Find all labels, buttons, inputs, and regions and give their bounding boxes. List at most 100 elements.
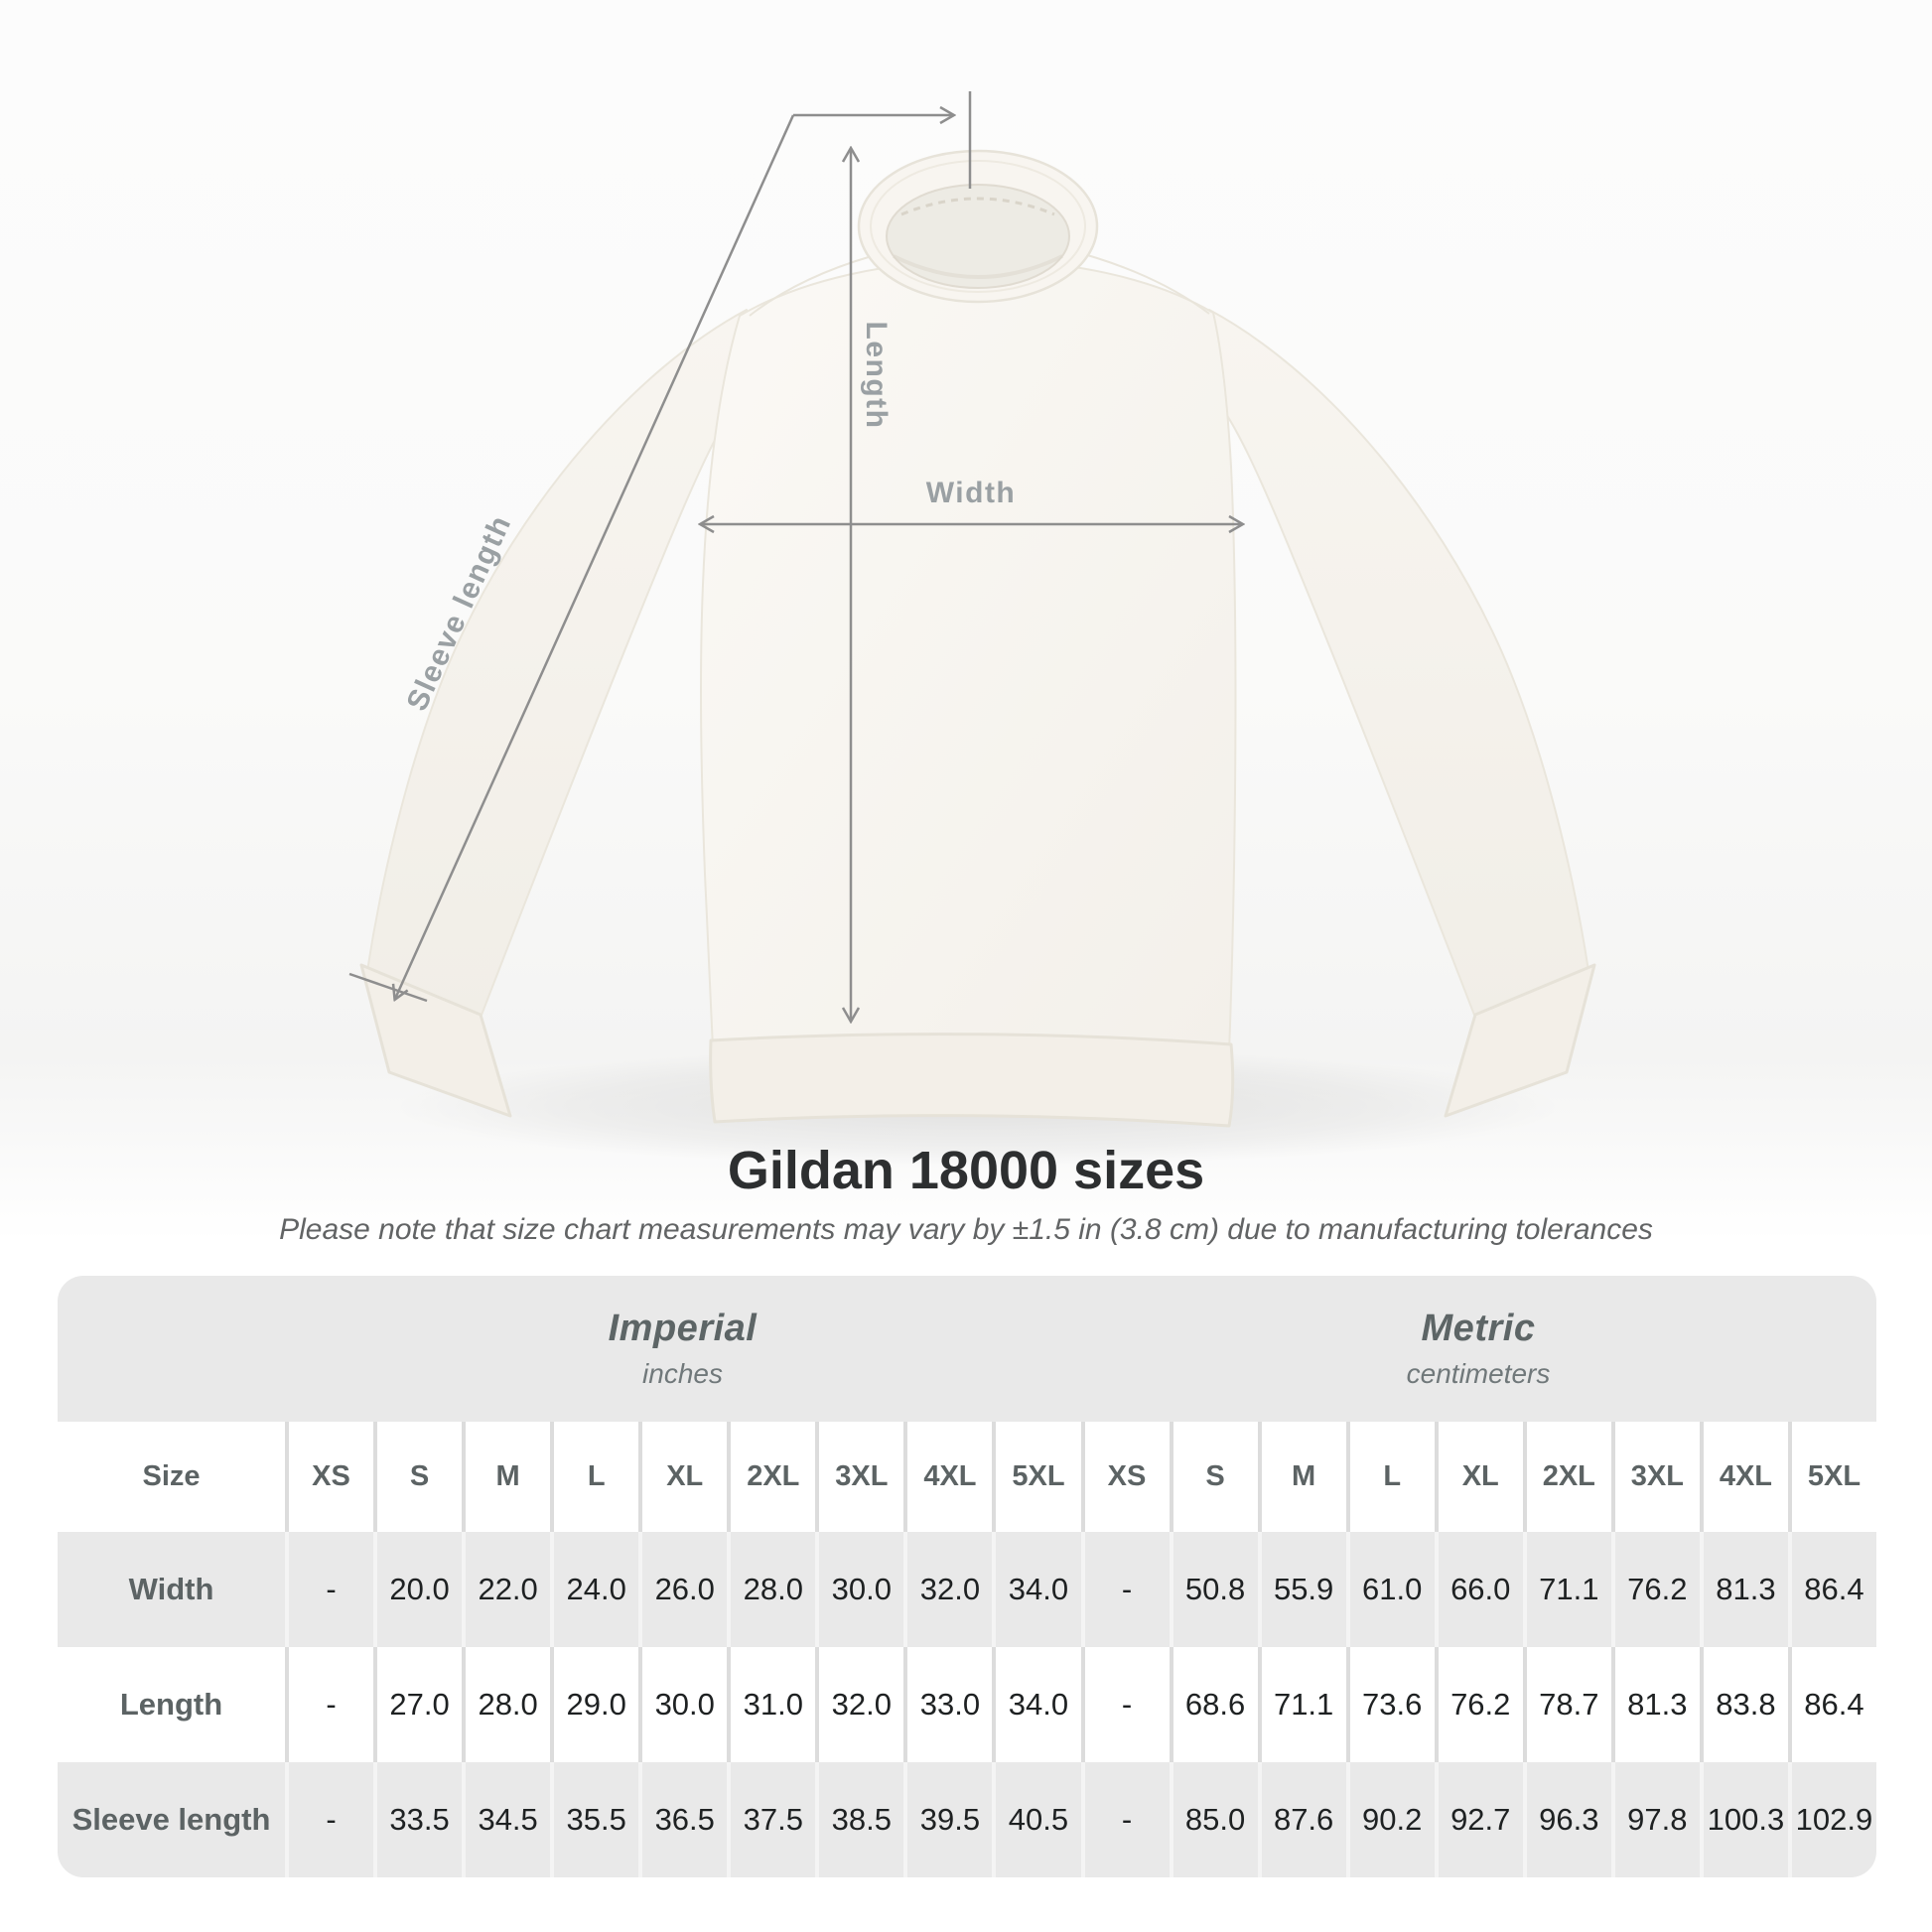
table-cell: 36.5 <box>638 1762 727 1877</box>
row-label: Width <box>128 1572 214 1606</box>
table-cell: - <box>1080 1532 1170 1647</box>
table-cell: 28.0 <box>462 1647 550 1762</box>
table-cell: 92.7 <box>1434 1762 1523 1877</box>
metric-title: Metric <box>1421 1308 1536 1349</box>
imperial-unit: inches <box>642 1358 723 1389</box>
table-cell: 33.5 <box>373 1762 462 1877</box>
imperial-title: Imperial <box>608 1308 758 1349</box>
row-label: Sleeve length <box>71 1802 271 1837</box>
table-cell: - <box>1080 1762 1170 1877</box>
tolerance-note: Please note that size chart measurements… <box>279 1213 1653 1246</box>
sleeve-bottom-tick <box>348 972 428 1003</box>
col-header: XS <box>1080 1422 1170 1532</box>
table-cell: 100.3 <box>1699 1762 1788 1877</box>
row-label: Length <box>119 1687 223 1722</box>
table-cell: 38.5 <box>815 1762 903 1877</box>
sweatshirt-graphic <box>359 149 1596 1128</box>
table-cell: 102.9 <box>1787 1762 1876 1877</box>
right-cuff <box>1444 963 1596 1118</box>
table-cell: 68.6 <box>1169 1647 1258 1762</box>
collar-stitch <box>900 197 1055 216</box>
table-cell: 71.1 <box>1522 1532 1611 1647</box>
table-cell: 76.2 <box>1434 1647 1523 1762</box>
table-cell: - <box>285 1532 373 1647</box>
col-header: XL <box>638 1422 727 1532</box>
table-cell: 86.4 <box>1787 1647 1876 1762</box>
table-cell: 33.0 <box>903 1647 992 1762</box>
right-shoulder-seam <box>1083 253 1210 315</box>
table-cell: - <box>1080 1647 1170 1762</box>
col-header: M <box>462 1422 550 1532</box>
waistband <box>709 1033 1235 1128</box>
table-cell: 26.0 <box>638 1532 727 1647</box>
table-cell: 22.0 <box>462 1532 550 1647</box>
size-header-row: Size XS S M L XL 2XL 3XL 4XL 5XL XS S M … <box>58 1422 1876 1532</box>
table-cell: 83.8 <box>1699 1647 1788 1762</box>
table-cell: 24.0 <box>550 1532 638 1647</box>
col-header: 3XL <box>815 1422 903 1532</box>
table-cell: 86.4 <box>1787 1532 1876 1647</box>
col-header: 5XL <box>992 1422 1080 1532</box>
table-cell: 37.5 <box>727 1762 815 1877</box>
table-row-sleeve-length: Sleeve length - 33.5 34.5 35.5 36.5 37.5… <box>58 1762 1876 1877</box>
table-row-width: Width - 20.0 22.0 24.0 26.0 28.0 30.0 32… <box>58 1532 1876 1647</box>
sleeve-diagonal-line <box>395 114 795 999</box>
table-cell: 90.2 <box>1345 1762 1435 1877</box>
col-header: 2XL <box>1522 1422 1611 1532</box>
col-header: XS <box>285 1422 373 1532</box>
col-header: 3XL <box>1610 1422 1700 1532</box>
metric-group-header: Metric centimeters <box>1080 1276 1876 1422</box>
body <box>699 259 1237 1053</box>
table-cell: 78.7 <box>1522 1647 1611 1762</box>
table-cell: 76.2 <box>1610 1532 1700 1647</box>
table-cell: 32.0 <box>903 1532 992 1647</box>
table-cell: 66.0 <box>1434 1532 1523 1647</box>
table-cell: 87.6 <box>1257 1762 1346 1877</box>
table-cell: 61.0 <box>1345 1532 1435 1647</box>
table-cell: - <box>285 1762 373 1877</box>
right-sleeve <box>1208 309 1589 1024</box>
sweatshirt-diagram: Length Width Sleeve length <box>0 0 1932 1241</box>
table-cell: 81.3 <box>1610 1647 1700 1762</box>
table-cell: 31.0 <box>727 1647 815 1762</box>
table-cell: 20.0 <box>373 1532 462 1647</box>
table-cell: 73.6 <box>1345 1647 1435 1762</box>
table-cell: 35.5 <box>550 1762 638 1877</box>
col-header: L <box>1345 1422 1435 1532</box>
product-photo: Length Width Sleeve length <box>0 0 1932 1241</box>
page-title: Gildan 18000 sizes <box>727 1141 1205 1200</box>
table-cell: 55.9 <box>1257 1532 1346 1647</box>
col-header: 4XL <box>1699 1422 1788 1532</box>
collar-opening <box>886 184 1070 289</box>
table-cell: 81.3 <box>1699 1532 1788 1647</box>
table-cell: 34.0 <box>992 1532 1080 1647</box>
table-cell: 30.0 <box>815 1532 903 1647</box>
width-label: Width <box>926 477 1017 509</box>
table-cell: 85.0 <box>1169 1762 1258 1877</box>
col-header: M <box>1257 1422 1346 1532</box>
imperial-group-header: Imperial inches <box>285 1276 1080 1422</box>
size-header: Size <box>142 1460 201 1492</box>
table-cell: 96.3 <box>1522 1762 1611 1877</box>
table-cell: 34.5 <box>462 1762 550 1877</box>
table-cell: 28.0 <box>727 1532 815 1647</box>
collar-inner-shadow <box>893 254 1063 279</box>
table-cell: 71.1 <box>1257 1647 1346 1762</box>
table-cell: 32.0 <box>815 1647 903 1762</box>
table-cell: 27.0 <box>373 1647 462 1762</box>
metric-unit: centimeters <box>1406 1358 1551 1389</box>
table-cell: 97.8 <box>1610 1762 1700 1877</box>
table-cell: 30.0 <box>638 1647 727 1762</box>
unit-band: Imperial inches Metric centimeters <box>58 1276 1876 1422</box>
length-label: Length <box>860 322 893 430</box>
size-table: Imperial inches Metric centimeters Size … <box>58 1276 1876 1877</box>
table-row-length: Length - 27.0 28.0 29.0 30.0 31.0 32.0 3… <box>58 1647 1876 1762</box>
col-header: L <box>550 1422 638 1532</box>
table-cell: 39.5 <box>903 1762 992 1877</box>
col-header: 2XL <box>727 1422 815 1532</box>
measurement-annotations <box>348 91 1242 1021</box>
col-header: XL <box>1434 1422 1523 1532</box>
col-header: S <box>373 1422 462 1532</box>
table-cell: - <box>285 1647 373 1762</box>
col-header: 4XL <box>903 1422 992 1532</box>
